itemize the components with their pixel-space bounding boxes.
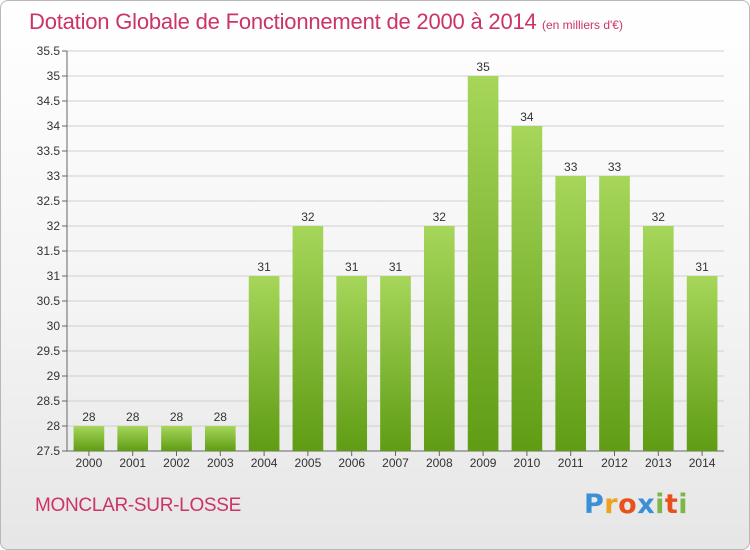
x-tick-label: 2001 bbox=[119, 456, 146, 470]
y-tick-label: 32 bbox=[47, 219, 61, 233]
value-label: 31 bbox=[695, 260, 709, 274]
value-label: 34 bbox=[520, 110, 534, 124]
x-tick-label: 2013 bbox=[645, 456, 672, 470]
value-label: 28 bbox=[170, 410, 184, 424]
x-tick-label: 2000 bbox=[76, 456, 103, 470]
proxiti-logo: Proxiti bbox=[584, 489, 688, 520]
commune-name: MONCLAR-SUR-LOSSE bbox=[35, 495, 242, 516]
bar-2013 bbox=[642, 226, 674, 451]
bar-2011 bbox=[555, 176, 587, 451]
x-tick-label: 2002 bbox=[163, 456, 190, 470]
y-tick-label: 30.5 bbox=[37, 294, 61, 308]
x-tick-label: 2004 bbox=[251, 456, 278, 470]
logo-letter: t bbox=[664, 489, 679, 520]
value-label: 31 bbox=[257, 260, 271, 274]
bar-2002 bbox=[161, 426, 192, 451]
logo-letter: x bbox=[637, 489, 656, 520]
value-label: 28 bbox=[126, 410, 140, 424]
y-tick-label: 33.5 bbox=[37, 144, 61, 158]
value-label: 28 bbox=[214, 410, 228, 424]
y-tick-labels: 27.5 28 28.5 29 29.5 30 30.5 31 31.5 32 32.5 33 33.5… bbox=[37, 44, 61, 458]
bar-2004 bbox=[248, 276, 280, 451]
value-label: 35 bbox=[476, 60, 490, 74]
bar-2009 bbox=[467, 76, 499, 451]
value-label: 31 bbox=[389, 260, 403, 274]
y-tick-label: 32.5 bbox=[37, 194, 61, 208]
x-tick-label: 2003 bbox=[207, 456, 234, 470]
x-tick-label: 2006 bbox=[338, 456, 365, 470]
y-tick-label: 34.5 bbox=[37, 94, 61, 108]
value-label: 28 bbox=[82, 410, 96, 424]
y-tick-label: 27.5 bbox=[37, 444, 61, 458]
bar-2000 bbox=[73, 426, 105, 451]
logo-letter: o bbox=[618, 489, 638, 520]
value-label: 33 bbox=[564, 160, 578, 174]
value-label: 33 bbox=[608, 160, 622, 174]
y-tick-label: 34 bbox=[47, 119, 61, 133]
bar-2007 bbox=[380, 276, 411, 451]
value-label: 32 bbox=[433, 210, 447, 224]
bars bbox=[73, 76, 718, 451]
logo-letter: i bbox=[655, 489, 665, 520]
value-label: 31 bbox=[345, 260, 359, 274]
x-tick-label: 2007 bbox=[382, 456, 409, 470]
x-tick-label: 2011 bbox=[558, 456, 584, 470]
y-tick-label: 35.5 bbox=[37, 44, 61, 58]
y-tick-label: 28 bbox=[47, 419, 61, 433]
y-tick-label: 30 bbox=[47, 319, 61, 333]
y-tick-label: 29.5 bbox=[37, 344, 61, 358]
x-tick-label: 2005 bbox=[295, 456, 322, 470]
bar-2005 bbox=[292, 226, 324, 451]
value-label: 32 bbox=[301, 210, 315, 224]
value-label: 32 bbox=[652, 210, 666, 224]
bar-2010 bbox=[511, 126, 543, 451]
y-tick-label: 29 bbox=[47, 369, 61, 383]
chart-title: Dotation Globale de Fonctionnement de 20… bbox=[29, 9, 537, 34]
logo-letter: P bbox=[584, 489, 605, 520]
value-labels: 28 28 28 28 31 32 31 31 32 35 34 33 33 32 31 bbox=[82, 60, 709, 424]
x-tick-label: 2012 bbox=[601, 456, 628, 470]
bar-2014 bbox=[686, 276, 718, 451]
y-tick-label: 33 bbox=[47, 169, 61, 183]
x-tick-label: 2008 bbox=[426, 456, 453, 470]
bar-2001 bbox=[117, 426, 149, 451]
bar-2006 bbox=[336, 276, 368, 451]
y-tick-label: 31.5 bbox=[37, 244, 61, 258]
bar-2003 bbox=[204, 426, 236, 451]
chart-subtitle: (en milliers d'€) bbox=[542, 18, 623, 32]
bar-2008 bbox=[423, 226, 455, 451]
y-tick-label: 28.5 bbox=[37, 394, 61, 408]
x-tick-label: 2014 bbox=[689, 456, 716, 470]
x-tick-label: 2010 bbox=[514, 456, 541, 470]
x-tick-labels: 2000 2001 2002 2003 2004 2005 2006 2007 2008 2009… bbox=[76, 456, 716, 470]
y-tick-label: 31 bbox=[47, 269, 61, 283]
logo-letter: i bbox=[678, 489, 689, 520]
y-tick-label: 35 bbox=[47, 69, 61, 83]
x-tick-label: 2009 bbox=[470, 456, 497, 470]
logo-letter: r bbox=[604, 489, 619, 520]
bar-2012 bbox=[599, 176, 630, 451]
